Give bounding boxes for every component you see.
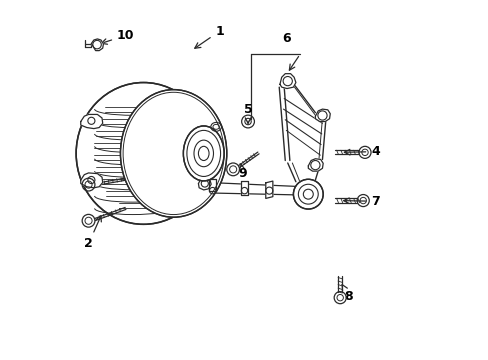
Text: 8: 8: [342, 285, 353, 303]
Polygon shape: [265, 181, 272, 198]
Polygon shape: [241, 181, 247, 195]
Polygon shape: [91, 39, 103, 51]
Polygon shape: [81, 114, 102, 129]
Text: 4: 4: [344, 145, 379, 158]
Text: 9: 9: [238, 164, 246, 180]
Text: 6: 6: [282, 32, 291, 45]
Ellipse shape: [120, 90, 226, 217]
Text: 2: 2: [84, 216, 101, 250]
Polygon shape: [198, 177, 211, 190]
Text: 10: 10: [101, 29, 134, 44]
Polygon shape: [209, 179, 216, 192]
Circle shape: [293, 179, 323, 209]
Text: 1: 1: [194, 24, 224, 48]
Text: 5: 5: [243, 103, 252, 123]
Text: 3: 3: [84, 177, 99, 190]
Ellipse shape: [76, 82, 210, 224]
Ellipse shape: [183, 126, 224, 181]
Text: 7: 7: [343, 195, 379, 208]
Polygon shape: [279, 74, 295, 89]
Polygon shape: [81, 173, 102, 188]
Polygon shape: [315, 109, 329, 122]
Polygon shape: [307, 159, 323, 171]
